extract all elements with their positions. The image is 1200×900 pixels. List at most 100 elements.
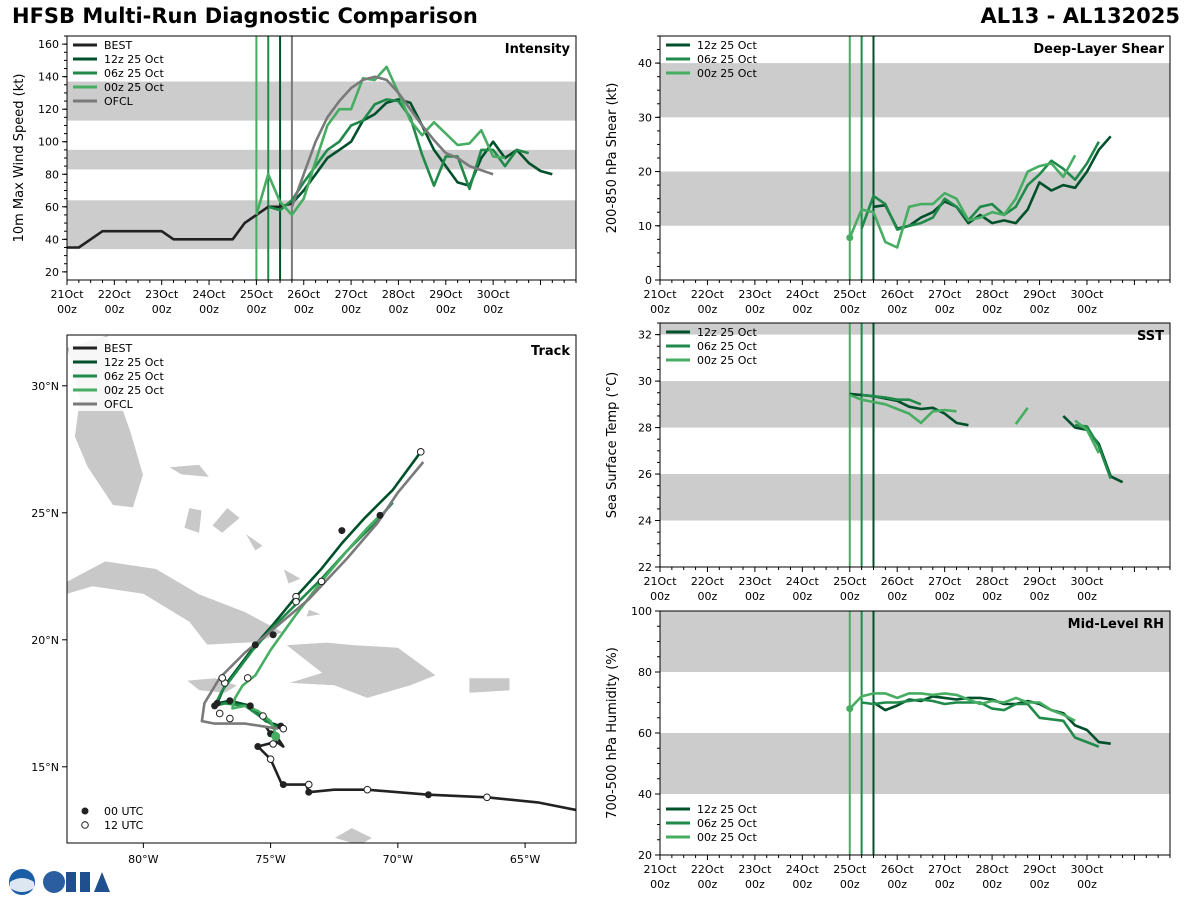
- land-mass: [183, 507, 203, 534]
- sst-panel: 22 24 26 28 30 32 Sea Surface Temp (°C) 21Oct 00…: [605, 322, 1171, 603]
- land-mass: [244, 532, 264, 552]
- shear-ylabel: 200-850 hPa Shear (kt): [605, 83, 620, 234]
- intensity-xtick-hour: 00z: [247, 303, 267, 316]
- sst-ytick-label: 28: [638, 422, 652, 435]
- intensity-xtick-day: 24Oct: [193, 288, 227, 301]
- shear-legend-label: 00z 25 Oct: [697, 67, 757, 80]
- sst-xtick-day: 24Oct: [786, 575, 820, 588]
- rh-ytick-label: 100: [631, 605, 652, 618]
- rh-xtick-hour: 00z: [840, 878, 860, 891]
- intensity-ytick-label: 100: [38, 136, 59, 149]
- shear-panel: 0 10 20 30 40 200-850 hPa Shear (kt) 21Oct 00z 2…: [605, 35, 1171, 316]
- shear-xtick-hour: 00z: [840, 303, 860, 316]
- shear-legend-label: 12z 25 Oct: [697, 39, 757, 52]
- sst-xtick-day: 25Oct: [833, 575, 867, 588]
- shear-xtick-day: 30Oct: [1070, 288, 1104, 301]
- intensity-xtick-hour: 00z: [389, 303, 409, 316]
- rh-ytick-label: 60: [638, 727, 652, 740]
- rh-xtick-day: 24Oct: [786, 863, 820, 876]
- sst-panel-title: SST: [1137, 329, 1164, 344]
- intensity-ytick-label: 160: [38, 38, 59, 51]
- shear-xtick-day: 24Oct: [786, 288, 820, 301]
- track-marker-12utc: [215, 709, 224, 718]
- shear-xtick-hour: 00z: [1077, 303, 1097, 316]
- intensity-band: [67, 81, 576, 121]
- track-marker-12utc: [292, 597, 300, 606]
- shear-xtick-hour: 00z: [698, 303, 718, 316]
- sst-xtick-day: 23Oct: [738, 575, 772, 588]
- shear-xtick-hour: 00z: [1030, 303, 1050, 316]
- shear-series-06z: [860, 141, 1100, 231]
- intensity-legend-label: 00z 25 Oct: [104, 81, 164, 94]
- shear-xtick-day: 25Oct: [833, 288, 867, 301]
- track-panel-title: Track: [531, 344, 570, 359]
- shear-xtick-hour: 00z: [982, 303, 1002, 316]
- track-marker-12utc: [363, 785, 372, 794]
- track-marker-12utc: [218, 674, 227, 682]
- shear-xtick-hour: 00z: [650, 303, 670, 316]
- intensity-legend-label: BEST: [104, 39, 132, 52]
- track-legend-label: BEST: [104, 342, 132, 355]
- sst-xtick-hour: 00z: [1077, 590, 1097, 603]
- intensity-xtick-hour: 00z: [57, 303, 77, 316]
- intensity-xtick-day: 29Oct: [429, 288, 463, 301]
- track-marker-12utc: [317, 577, 326, 586]
- rh-series-06z: [861, 698, 1100, 748]
- intensity-series-BEST: [67, 202, 293, 249]
- intensity-ylabel: 10m Max Wind Speed (kt): [12, 74, 27, 243]
- sst-ylabel: Sea Surface Temp (°C): [605, 372, 620, 519]
- intensity-legend-label: 06z 25 Oct: [104, 67, 164, 80]
- intensity-ytick-label: 60: [45, 201, 59, 214]
- track-marker-12utc: [483, 793, 491, 802]
- intensity-xtick-day: 25Oct: [240, 288, 274, 301]
- rh-band: [660, 611, 1170, 672]
- shear-ytick-label: 40: [638, 57, 652, 70]
- track-marker-12utc: [266, 755, 275, 763]
- land-mass: [211, 507, 241, 534]
- shear-ytick-label: 0: [645, 274, 652, 287]
- track-marker-00utc: [424, 791, 432, 799]
- sst-xtick-hour: 00z: [840, 590, 860, 603]
- land-mass: [468, 677, 511, 694]
- track-marker-12utc: [226, 714, 234, 723]
- storm-id-title: AL13 - AL132025: [980, 4, 1181, 28]
- intensity-xtick-hour: 00z: [199, 303, 219, 316]
- sst-band: [660, 474, 1170, 521]
- rh-xtick-hour: 00z: [1030, 878, 1050, 891]
- rh-xtick-hour: 00z: [792, 878, 812, 891]
- intensity-xtick-hour: 00z: [436, 303, 456, 316]
- intensity-ytick-label: 140: [38, 71, 59, 84]
- intensity-xtick-day: 21Oct: [50, 288, 84, 301]
- track-legend-label: 06z 25 Oct: [104, 370, 164, 383]
- shear-init-point: [846, 234, 854, 242]
- rh-panel-title: Mid-Level RH: [1068, 617, 1164, 632]
- intensity-xtick-hour: 00z: [294, 303, 314, 316]
- track-legend-label: 00z 25 Oct: [104, 384, 164, 397]
- intensity-ytick-label: 80: [45, 168, 59, 181]
- intensity-xtick-day: 28Oct: [382, 288, 416, 301]
- rh-xtick-day: 23Oct: [738, 863, 772, 876]
- rh-init-point: [846, 705, 854, 713]
- track-marker-00utc: [305, 788, 313, 796]
- track-xtick-label: 80°W: [128, 853, 158, 866]
- track-frame: [66, 334, 577, 844]
- rh-xtick-day: 26Oct: [881, 863, 915, 876]
- sst-band: [660, 323, 1170, 335]
- sst-frame: [659, 322, 1171, 568]
- intensity-xtick-hour: 00z: [341, 303, 361, 316]
- shear-series-00z: [848, 154, 1077, 249]
- sst-xtick-day: 30Oct: [1070, 575, 1104, 588]
- track-marker-00utc: [254, 742, 262, 750]
- shear-xtick-day: 29Oct: [1023, 288, 1057, 301]
- sst-xtick-hour: 00z: [982, 590, 1002, 603]
- rh-ytick-label: 40: [638, 788, 652, 801]
- intensity-ytick-label: 20: [45, 266, 59, 279]
- intensity-panel: 20 40 60 80 100 120 140 160 10m Max Wind Speed (…: [12, 35, 577, 316]
- sst-xtick-hour: 00z: [887, 590, 907, 603]
- sst-series-00z: [1014, 407, 1029, 425]
- page-title: HFSB Multi-Run Diagnostic Comparison: [12, 4, 478, 28]
- shear-ytick-label: 30: [638, 111, 652, 124]
- track-marker-00utc: [279, 781, 287, 789]
- rh-xtick-hour: 00z: [982, 878, 1002, 891]
- shear-xtick-day: 23Oct: [738, 288, 772, 301]
